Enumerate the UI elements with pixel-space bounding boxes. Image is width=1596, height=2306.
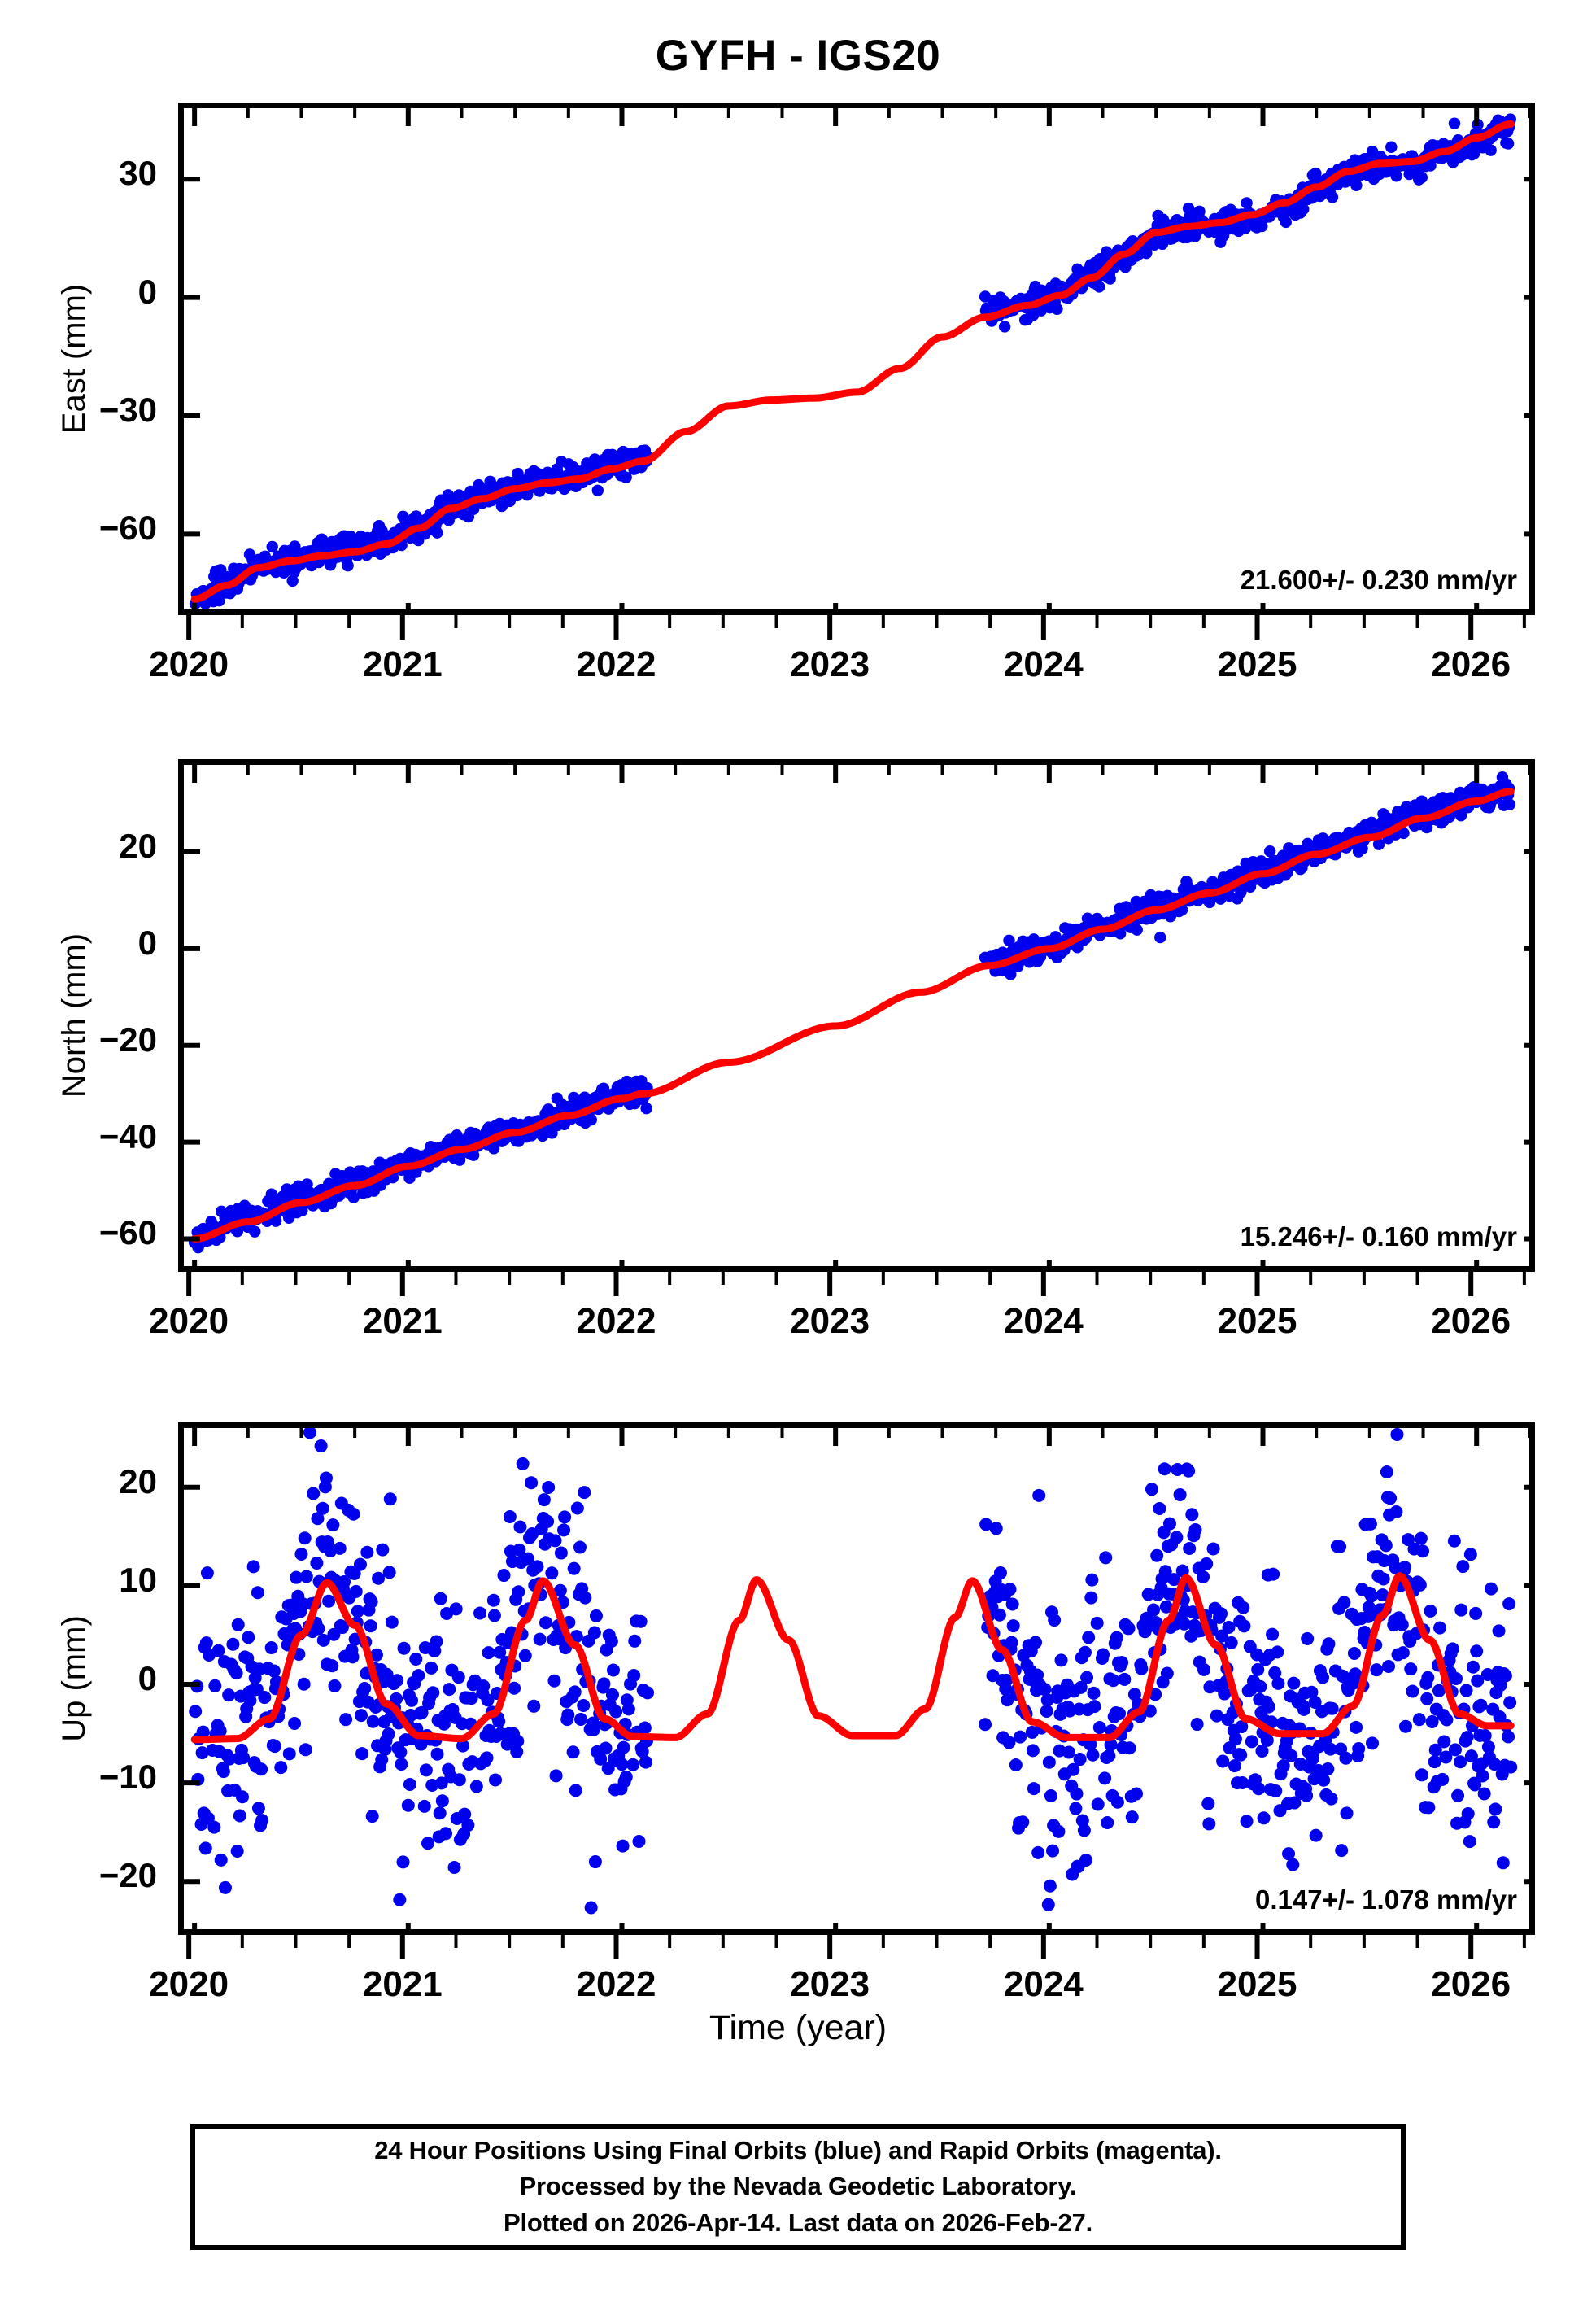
footer-caption-box: 24 Hour Positions Using Final Orbits (bl… [190,2124,1406,2250]
y-tick-label: −30 [98,391,157,429]
x-tick-label: 2024 [1003,644,1084,684]
x-tick-label: 2020 [149,644,229,684]
y-tick-label: −60 [98,1213,157,1252]
x-tick-label: 2026 [1431,1301,1511,1341]
x-tick-label: 2021 [362,1301,443,1341]
x-tick-label: 2021 [362,1964,443,2004]
x-tick-label: 2024 [1003,1964,1084,2004]
y-tick-label: 0 [137,272,157,311]
data-points-north [188,771,1516,1254]
x-tick-label: 2022 [576,1301,656,1341]
plot-frame-north [178,759,1535,1272]
footer-line-1: 24 Hour Positions Using Final Orbits (bl… [374,2136,1222,2165]
y-tick-label: −40 [98,1116,157,1155]
y-tick-label: −20 [98,1020,157,1059]
x-tick-label: 2024 [1003,1301,1084,1341]
y-tick-label: −10 [98,1758,157,1797]
x-tick-label: 2023 [790,644,870,684]
plot-frame-up [178,1422,1535,1935]
plot-frame-east [178,103,1535,615]
y-tick-label: −60 [98,509,157,548]
x-tick-label: 2022 [576,644,656,684]
rate-annotation-up: 0.147+/- 1.078 mm/yr [1255,1885,1517,1915]
y-tick-label: 20 [119,826,157,865]
y-ticks-east [184,177,1529,537]
footer-line-3: Plotted on 2026-Apr-14. Last data on 202… [503,2208,1093,2237]
y-tick-label: 30 [119,154,157,193]
rate-annotation-east: 21.600+/- 0.230 mm/yr [1240,565,1517,595]
x-tick-label: 2026 [1431,1964,1511,2004]
y-axis-title-north: North (mm) [56,932,92,1098]
x-tick-label: 2020 [149,1301,229,1341]
x-ticks-east [192,108,1529,609]
y-axis-title-up: Up (mm) [56,1615,92,1742]
x-ticks-north [192,765,1529,1266]
rate-annotation-north: 15.246+/- 0.160 mm/yr [1240,1221,1517,1251]
x-tick-label: 2021 [362,644,443,684]
footer-line-2: Processed by the Nevada Geodetic Laborat… [519,2172,1077,2201]
y-ticks-up [184,1484,1529,1885]
x-tick-label: 2025 [1217,1301,1297,1341]
data-points-up [189,1428,1518,1915]
y-axis-title-east: East (mm) [56,283,92,435]
figure-title: GYFH - IGS20 [655,32,941,80]
panel-up: 20 10 0 −10 −20 Up (mm) 2020 2021 2022 2023 2024 20… [56,1422,1535,2004]
plot-canvas-up [184,1428,1529,1929]
y-tick-label: −20 [98,1856,157,1895]
x-axis-title: Time (year) [709,2008,887,2047]
x-tick-label: 2023 [790,1964,870,2004]
x-ticks-outside-east [186,615,1526,640]
plot-canvas-north [184,765,1529,1266]
y-ticks-north [184,849,1529,1242]
panel-east: 30 0 −30 −60 East (mm) 2020 2021 2022 2023 2024 20… [56,103,1535,684]
model-fit-line-east [190,120,1515,603]
y-tick-label: 20 [119,1461,157,1500]
x-tick-label: 2022 [576,1964,656,2004]
x-tick-label: 2023 [790,1301,870,1341]
x-ticks-outside-up [186,1935,1526,1959]
x-tick-label: 2026 [1431,644,1511,684]
x-tick-label: 2020 [149,1964,229,2004]
x-tick-label: 2025 [1217,644,1297,684]
y-tick-label: 10 [119,1560,157,1599]
model-fit-line-north [190,788,1515,1243]
panel-north: 20 0 −20 −40 −60 North (mm) 2020 2021 2022 2023 20… [56,759,1535,1341]
y-tick-label: 0 [137,923,157,962]
x-ticks-outside-north [186,1272,1526,1296]
x-tick-label: 2025 [1217,1964,1297,2004]
model-fit-line-up [190,1572,1515,1744]
y-tick-label: 0 [137,1659,157,1697]
x-ticks-up [192,1428,1529,1929]
plot-canvas-east [184,108,1529,609]
